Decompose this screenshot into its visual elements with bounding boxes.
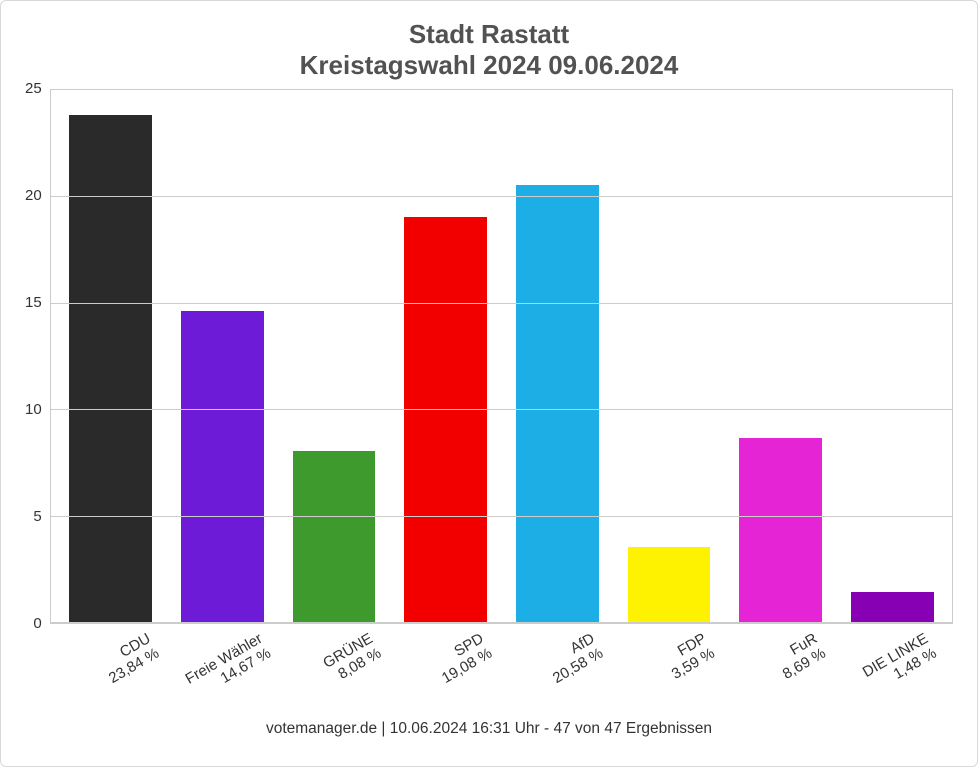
bar-slot xyxy=(613,90,725,623)
x-label-slot: Freie Wähler14,67 % xyxy=(172,624,283,714)
chart-title-line1: Stadt Rastatt xyxy=(25,19,953,50)
bar xyxy=(69,115,152,623)
x-tick-label: FuR8,69 % xyxy=(771,630,828,683)
x-tick-label: FDP3,59 % xyxy=(660,630,717,683)
x-tick-label: Freie Wähler14,67 % xyxy=(182,630,273,702)
gridline xyxy=(51,409,952,410)
bar-chart: 2520151050 xyxy=(25,89,953,624)
bar-slot xyxy=(166,90,278,623)
x-label-slot: DIE LINKE1,48 % xyxy=(838,624,949,714)
chart-title-line2: Kreistagswahl 2024 09.06.2024 xyxy=(25,50,953,81)
chart-footer: votemanager.de | 10.06.2024 16:31 Uhr - … xyxy=(25,720,953,738)
bar-slot xyxy=(390,90,502,623)
x-label-slot: FDP3,59 % xyxy=(616,624,727,714)
chart-card: Stadt Rastatt Kreistagswahl 2024 09.06.2… xyxy=(0,0,978,767)
gridline xyxy=(51,622,952,623)
x-label-slot: CDU23,84 % xyxy=(61,624,172,714)
bars-container xyxy=(51,90,952,623)
x-tick-label: GRÜNE8,08 % xyxy=(320,630,384,687)
y-axis: 2520151050 xyxy=(25,89,50,624)
bar-slot xyxy=(278,90,390,623)
x-tick-label: DIE LINKE1,48 % xyxy=(860,630,940,696)
bar xyxy=(739,438,822,623)
gridline xyxy=(51,196,952,197)
gridline xyxy=(51,516,952,517)
gridline xyxy=(51,89,952,90)
bar xyxy=(181,311,264,624)
bar xyxy=(851,592,934,624)
bar-slot xyxy=(501,90,613,623)
bar xyxy=(516,185,599,624)
x-label-slot: GRÜNE8,08 % xyxy=(283,624,394,714)
x-label-slot: SPD19,08 % xyxy=(394,624,505,714)
x-label-slot: AfD20,58 % xyxy=(505,624,616,714)
bar xyxy=(293,451,376,623)
bar-slot xyxy=(725,90,837,623)
bar xyxy=(404,217,487,624)
chart-title-block: Stadt Rastatt Kreistagswahl 2024 09.06.2… xyxy=(25,19,953,81)
x-tick-label: AfD20,58 % xyxy=(542,630,607,687)
x-label-slot: FuR8,69 % xyxy=(727,624,838,714)
x-axis-labels: CDU23,84 % Freie Wähler14,67 % GRÜNE8,08 %… xyxy=(57,624,953,714)
bar-slot xyxy=(55,90,167,623)
plot-area xyxy=(50,89,953,624)
gridline xyxy=(51,303,952,304)
bar-slot xyxy=(836,90,948,623)
bar xyxy=(628,547,711,624)
x-tick-label: CDU23,84 % xyxy=(98,630,163,687)
x-tick-label: SPD19,08 % xyxy=(431,630,496,687)
